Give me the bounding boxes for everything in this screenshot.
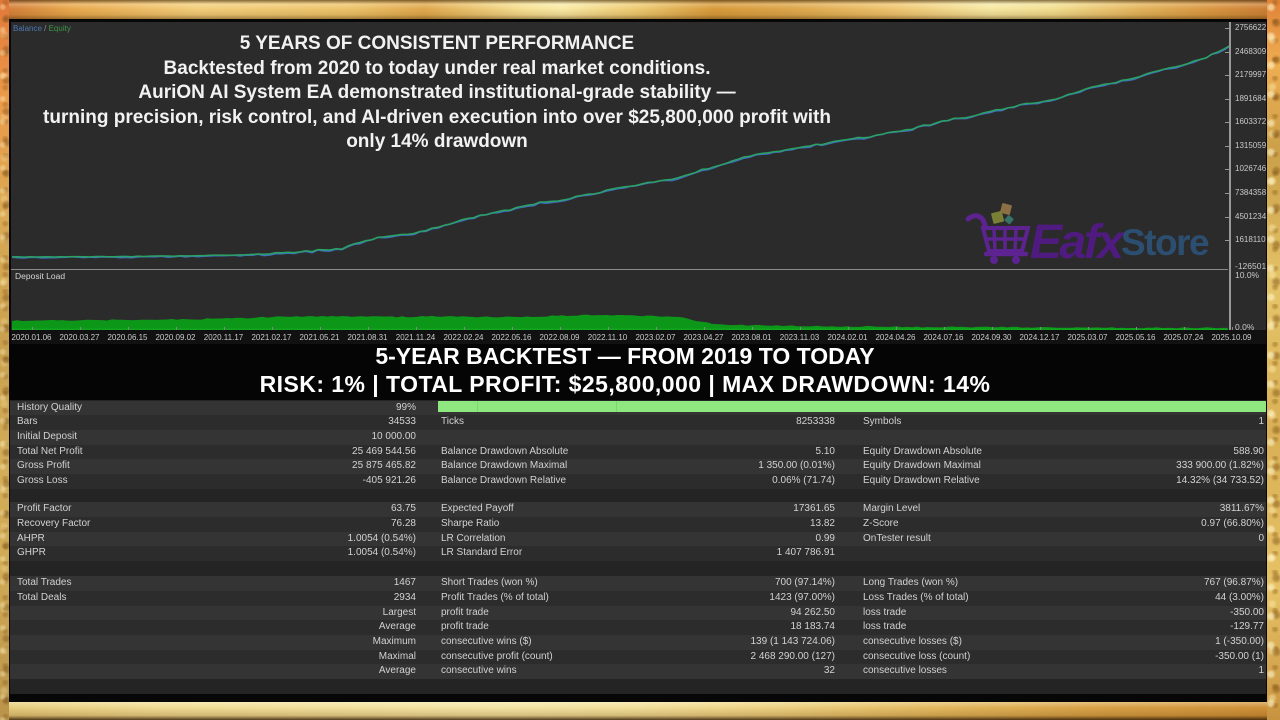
svg-text:Eafx: Eafx xyxy=(1030,216,1126,269)
svg-text:Store: Store xyxy=(1121,222,1209,263)
